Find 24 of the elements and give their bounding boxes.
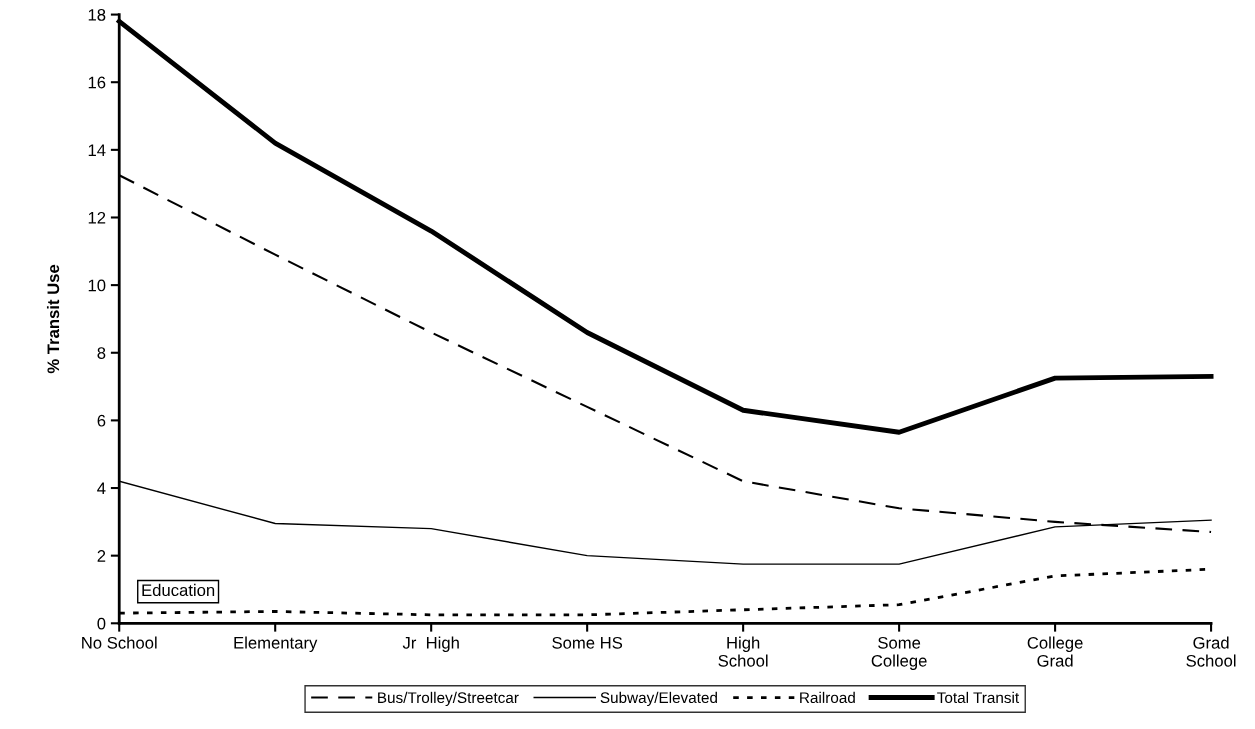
y-tick-label: 14	[88, 144, 106, 156]
y-tick-label: 4	[97, 482, 106, 495]
x-tick-label: Jr High	[402, 636, 459, 653]
y-tick-label: 6	[97, 414, 106, 427]
y-axis-title: % Transit Use	[46, 264, 60, 374]
y-tick-label: 10	[88, 279, 106, 292]
x-tick-label: Grad School	[1186, 636, 1236, 667]
y-tick-label: 2	[97, 550, 106, 562]
x-tick-label: No School	[82, 636, 157, 649]
x-tick-label: Some College	[871, 636, 927, 670]
x-tick-label: High School	[718, 636, 768, 667]
legend-label: Total Transit	[937, 691, 1020, 704]
x-tick-label: Elementary	[234, 636, 318, 653]
y-tick-label: 16	[88, 76, 106, 89]
x-tick-label: Some HS	[552, 636, 623, 649]
x-tick-label: College Grad	[1027, 636, 1083, 667]
legend-label: Subway/Elevated	[600, 691, 717, 707]
y-tick-label: 8	[97, 347, 106, 359]
x-axis-title: Education	[142, 583, 215, 597]
y-tick-label: 12	[88, 211, 106, 224]
legend-label: Railroad	[800, 691, 855, 704]
legend-label: Bus/Trolley/Streetcar	[378, 691, 519, 707]
y-tick-label: 0	[97, 617, 106, 630]
y-tick-label: 18	[88, 8, 106, 21]
